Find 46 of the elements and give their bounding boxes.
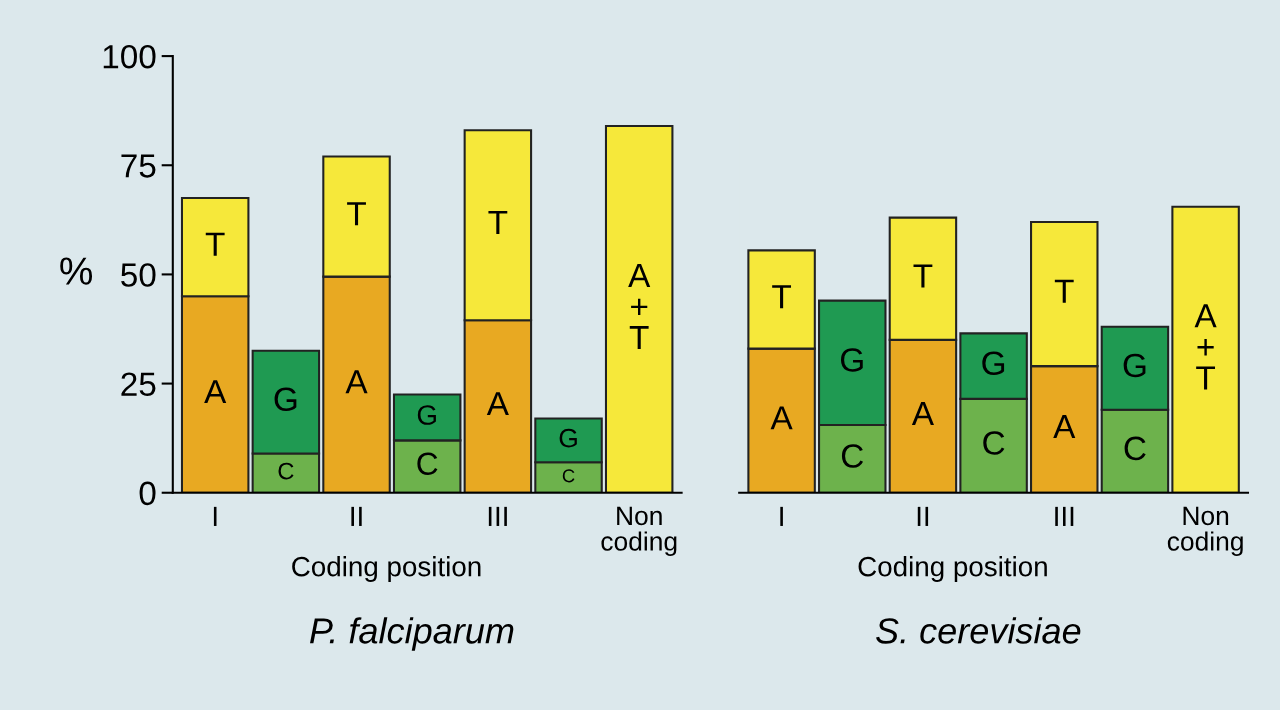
text: T: [913, 264, 933, 288]
series-label: C: [841, 444, 864, 468]
text: A: [345, 370, 368, 394]
text: T: [347, 202, 366, 226]
series-label: A+T: [628, 263, 651, 350]
series-label: T: [772, 285, 792, 309]
series-label: C: [562, 469, 575, 483]
text: G: [274, 387, 297, 412]
text: T: [488, 210, 508, 234]
x-tick-label: III: [488, 506, 507, 526]
text: Coding position: [292, 556, 481, 582]
text: Coding position: [858, 556, 1047, 582]
text: A: [486, 392, 509, 416]
text: C: [278, 462, 294, 480]
y-axis-title: %: [60, 257, 93, 285]
bar: [604, 124, 674, 493]
text: G: [1123, 353, 1146, 378]
series-label: G: [559, 428, 577, 448]
text: C: [1124, 436, 1146, 461]
text: A: [911, 402, 934, 425]
y-tick-label: 0: [139, 481, 156, 506]
text: G: [840, 348, 863, 372]
series-label: A+T: [1194, 304, 1217, 390]
x-tick-label: II: [917, 506, 929, 526]
y-tick-label: 75: [121, 154, 156, 178]
x-tick-label: III: [1055, 506, 1074, 526]
y-tick-label: 50: [121, 263, 156, 287]
x-tick-label: Non coding: [1167, 506, 1243, 556]
series-label: A: [204, 380, 227, 404]
x-tick-label: II: [351, 506, 362, 526]
x-tick-label: I: [213, 506, 217, 526]
series-label: A: [770, 406, 793, 430]
y-tick-label: 25: [121, 372, 156, 396]
x-axis-title: P. falciparum: [310, 617, 514, 651]
text: A: [1053, 415, 1076, 439]
text: C: [417, 452, 438, 476]
x-tick-label: I: [780, 506, 783, 526]
y-tick-label: 100: [103, 44, 156, 69]
text: C: [983, 431, 1005, 455]
text: T: [1054, 279, 1074, 303]
series-label: G: [982, 351, 1005, 376]
x-tick-label: Non coding: [601, 506, 677, 556]
bar: [1171, 205, 1240, 493]
text: G: [417, 405, 436, 425]
series-label: T: [205, 232, 225, 256]
x-axis-title: S. cerevisiae: [876, 617, 1081, 644]
